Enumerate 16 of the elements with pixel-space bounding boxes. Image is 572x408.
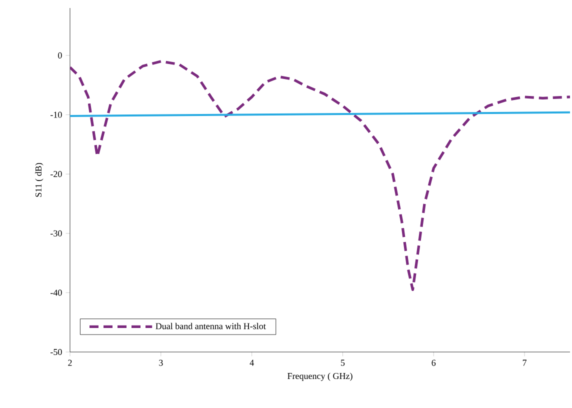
y-tick-label: -20 [50, 171, 62, 178]
line-series [70, 60, 570, 292]
x-tick-label: 3 [159, 360, 163, 366]
x-tick-label: 4 [250, 360, 254, 366]
x-tick-label: 2 [68, 360, 72, 366]
x-axis-title: Frequency ( GHz) [288, 372, 352, 381]
y-axis-title: S11 ( dB) [35, 163, 44, 197]
x-tick-label: 6 [432, 360, 436, 366]
x-tick-label: 7 [522, 360, 527, 366]
x-tick-label: 5 [341, 360, 345, 366]
y-tick-label: -10 [50, 112, 62, 118]
y-tick-label: 0 [58, 52, 62, 58]
y-tick-label: -40 [50, 290, 62, 296]
y-tick-label: -30 [50, 230, 62, 236]
text: Dual band antenna with H-slot [156, 322, 266, 330]
y-tick-label: -50 [50, 348, 62, 356]
